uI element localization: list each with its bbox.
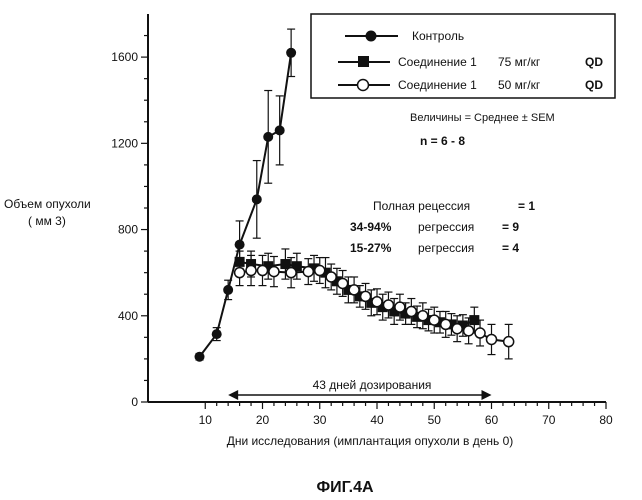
data-point: [274, 125, 285, 136]
dosing-arrow-right-head: [481, 390, 492, 400]
data-point: [263, 131, 274, 142]
legend-label-75-schedule: QD: [585, 55, 603, 69]
x-tick-label: 20: [256, 413, 270, 427]
data-point: [417, 310, 429, 322]
data-point: [286, 47, 297, 58]
data-point: [223, 284, 234, 295]
data-point: [268, 265, 280, 278]
dosing-label: 43 дней дозирования: [313, 378, 432, 392]
data-point: [336, 277, 349, 290]
x-tick-label: 80: [599, 413, 613, 427]
data-point: [263, 261, 274, 272]
y-tick-label: 800: [118, 223, 138, 237]
data-point: [377, 302, 388, 313]
data-point: [462, 325, 475, 337]
data-point: [469, 315, 480, 326]
dosing-arrow: [228, 390, 492, 400]
x-tick-label: 40: [370, 413, 384, 427]
data-point: [485, 333, 498, 346]
figure-caption: ФИГ.4А: [316, 479, 374, 496]
y-tick-label: 0: [131, 395, 138, 409]
data-point: [291, 261, 302, 272]
data-point: [211, 329, 222, 340]
legend-label-75-name: Соединение 1: [398, 55, 477, 69]
data-point: [389, 306, 400, 317]
regression-row-2-range: 15-27%: [350, 241, 392, 255]
data-point: [451, 322, 463, 335]
data-point: [348, 284, 360, 296]
values-annotation: Величины = Среднее ± SEM: [410, 112, 555, 124]
data-point: [280, 259, 291, 270]
data-point: [428, 314, 440, 326]
y-tick-label: 400: [118, 309, 138, 323]
x-tick-label: 30: [313, 413, 327, 427]
n-annotation: n = 6 - 8: [420, 134, 465, 148]
regression-row-1-count: = 9: [502, 220, 519, 234]
y-axis-label-line1: Объем опухоли: [4, 197, 91, 211]
data-point: [394, 301, 406, 313]
data-point: [474, 327, 486, 339]
x-axis-label: Дни исследования (имплантация опухоли в …: [227, 434, 514, 448]
data-point: [359, 290, 372, 303]
data-point: [256, 264, 269, 277]
data-point: [285, 266, 297, 279]
legend: Контроль Соединение 1 75 мг/кг QD Соедин…: [310, 13, 616, 99]
data-point: [366, 297, 377, 308]
data-point: [325, 271, 337, 283]
data-point: [412, 311, 423, 322]
data-point: [371, 296, 383, 308]
series-layer: [194, 28, 515, 362]
regression-row-1-range: 34-94%: [350, 220, 392, 234]
x-tick-label: 10: [199, 413, 213, 427]
y-axis-label-line2: ( мм 3): [28, 214, 66, 228]
legend-label-50-dose: 50 мг/кг: [498, 78, 541, 92]
x-tick-label: 70: [542, 413, 556, 427]
legend-marker-control: [365, 30, 377, 42]
series-0: [194, 28, 297, 362]
data-point: [234, 239, 245, 250]
legend-label-50-schedule: QD: [585, 78, 603, 92]
x-tick-label: 60: [485, 413, 499, 427]
regression-row-0-text: Полная рецессия: [373, 199, 470, 213]
y-tick-label: 1600: [111, 50, 138, 64]
legend-label-control: Контроль: [412, 29, 464, 43]
data-point: [439, 318, 452, 331]
data-point: [314, 264, 326, 277]
data-point: [400, 308, 411, 319]
data-point: [405, 305, 418, 318]
legend-label-75-dose: 75 мг/кг: [498, 55, 541, 69]
x-tick-label: 50: [428, 413, 442, 427]
regression-row-2-count: = 4: [502, 241, 519, 255]
data-point: [194, 351, 205, 362]
data-point: [251, 194, 262, 205]
dosing-arrow-left-head: [228, 390, 239, 400]
data-point: [502, 335, 515, 348]
data-point: [382, 299, 395, 311]
series-2: [233, 254, 515, 360]
data-point: [302, 265, 315, 278]
regression-row-2-text: регрессия: [418, 241, 474, 255]
legend-marker-75: [358, 56, 369, 67]
regression-row-0-count: = 1: [518, 199, 535, 213]
legend-marker-50: [356, 78, 370, 92]
series-line: [198, 52, 293, 358]
y-tick-label: 1200: [111, 136, 138, 150]
data-point: [457, 320, 468, 331]
regression-row-1-text: регрессия: [418, 220, 474, 234]
data-point: [309, 263, 320, 274]
data-point: [245, 264, 257, 277]
data-point: [233, 266, 246, 279]
legend-label-50-name: Соединение 1: [398, 78, 477, 92]
